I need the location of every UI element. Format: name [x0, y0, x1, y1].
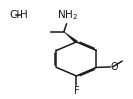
- Text: Cl: Cl: [9, 10, 20, 20]
- Text: O: O: [111, 62, 118, 72]
- Text: F: F: [74, 86, 79, 96]
- Text: H: H: [20, 10, 28, 20]
- Text: NH$_2$: NH$_2$: [57, 8, 78, 22]
- Polygon shape: [64, 32, 78, 43]
